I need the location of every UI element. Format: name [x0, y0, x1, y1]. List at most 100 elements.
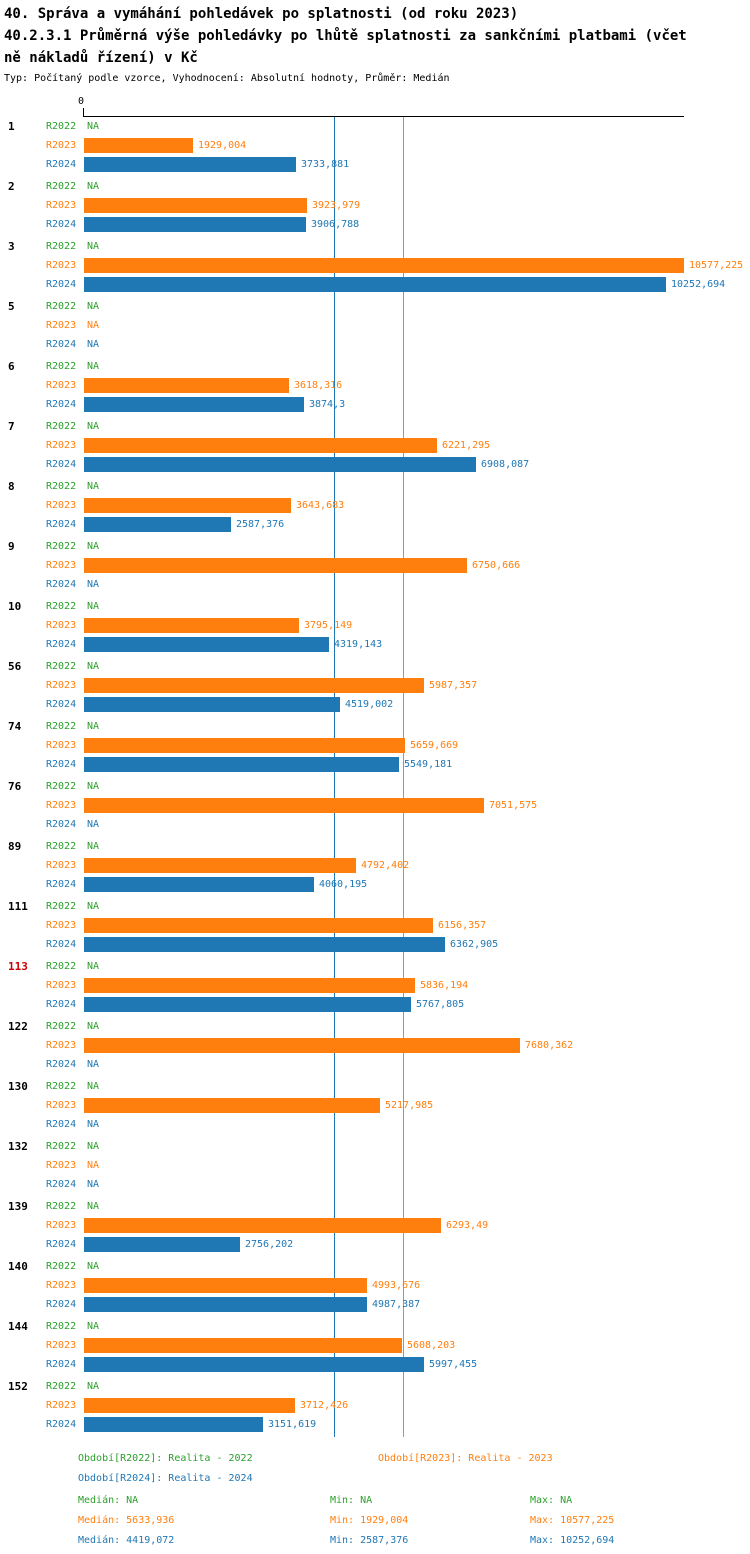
value-label: 4519,002: [345, 699, 394, 710]
value-label: NA: [87, 1321, 100, 1332]
bar-row-r2023: R2023 6156,357: [0, 916, 750, 935]
value-label: 3795,149: [304, 620, 353, 631]
bar-row-r2022: R2022 NA: [0, 1137, 750, 1156]
series-label: R2024: [46, 639, 77, 650]
series-label: R2024: [46, 519, 77, 530]
bar-row-r2022: R2022 NA: [0, 1077, 750, 1096]
bar-r2024: [84, 457, 476, 472]
bar-row-r2022: R2022 NA: [0, 1317, 750, 1336]
value-label: NA: [87, 1141, 100, 1152]
median-line-r2023: [403, 117, 404, 1437]
value-label: NA: [87, 541, 100, 552]
bar-r2023: [84, 1218, 441, 1233]
bar-row-r2023: R2023 3923,979: [0, 196, 750, 215]
chart-group-2: 2 R2022 NA R2023 3923,979 R2024 3906,788: [0, 177, 750, 237]
bar-r2024: [84, 1237, 240, 1252]
value-label: NA: [87, 361, 100, 372]
bar-row-r2024: R2024 6362,905: [0, 935, 750, 954]
value-label: NA: [87, 961, 100, 972]
value-label: 6908,087: [481, 459, 530, 470]
bar-r2023: [84, 798, 484, 813]
bar-r2024: [84, 517, 231, 532]
bar-row-r2022: R2022 NA: [0, 657, 750, 676]
value-label: 4319,143: [334, 639, 383, 650]
bar-row-r2022: R2022 NA: [0, 1017, 750, 1036]
value-label: 5987,357: [429, 680, 478, 691]
series-label: R2024: [46, 1059, 77, 1070]
value-label: 5549,181: [404, 759, 453, 770]
series-label: R2022: [46, 1021, 77, 1032]
value-label: NA: [87, 601, 100, 612]
series-label: R2022: [46, 541, 77, 552]
value-label: NA: [87, 781, 100, 792]
bar-row-r2024: R2024 2587,376: [0, 515, 750, 534]
value-label: NA: [87, 721, 100, 732]
bar-row-r2023: R2023 4993,676: [0, 1276, 750, 1295]
group-label: 3: [8, 240, 15, 253]
series-label: R2023: [46, 920, 77, 931]
value-label: 7680,362: [525, 1040, 574, 1051]
value-label: NA: [87, 1179, 100, 1190]
bar-row-r2022: R2022 NA: [0, 597, 750, 616]
series-label: R2022: [46, 121, 77, 132]
value-label: 6293,49: [446, 1220, 489, 1231]
value-label: NA: [87, 1201, 100, 1212]
series-label: R2022: [46, 781, 77, 792]
stat-max-r2023: Max: 10577,225: [530, 1515, 615, 1526]
series-label: R2023: [46, 1040, 77, 1051]
bar-row-r2024: R2024 NA: [0, 1175, 750, 1194]
value-label: 4993,676: [372, 1280, 421, 1291]
bar-r2024: [84, 997, 411, 1012]
group-label: 76: [8, 780, 22, 793]
series-label: R2024: [46, 999, 77, 1010]
group-label: 139: [8, 1200, 28, 1213]
value-label: 6750,666: [472, 560, 521, 571]
series-label: R2023: [46, 800, 77, 811]
chart-group-3: 3 R2022 NA R2023 10577,225 R2024 10252,694: [0, 237, 750, 297]
value-label: 5997,455: [429, 1359, 478, 1370]
bar-r2023: [84, 858, 356, 873]
bar-r2024: [84, 1357, 424, 1372]
bar-row-r2024: R2024 5549,181: [0, 755, 750, 774]
median-line-r2024: [334, 117, 335, 1437]
chart-group-111: 111 R2022 NA R2023 6156,357 R2024 6362,905: [0, 897, 750, 957]
stats-row-r2023: Medián: 5633,936 Min: 1929,004 Max: 1057…: [0, 1511, 750, 1531]
series-label: R2022: [46, 1381, 77, 1392]
series-label: R2022: [46, 1201, 77, 1212]
bar-row-r2022: R2022 NA: [0, 837, 750, 856]
series-label: R2022: [46, 661, 77, 672]
bar-r2024: [84, 397, 304, 412]
bar-row-r2023: R2023 5836,194: [0, 976, 750, 995]
series-label: R2023: [46, 1340, 77, 1351]
value-label: NA: [87, 481, 100, 492]
bar-row-r2023: R2023 7680,362: [0, 1036, 750, 1055]
bar-row-r2024: R2024 5997,455: [0, 1355, 750, 1374]
chart-group-56: 56 R2022 NA R2023 5987,357 R2024 4519,002: [0, 657, 750, 717]
series-label: R2023: [46, 860, 77, 871]
group-label: 56: [8, 660, 22, 673]
stat-median-r2023: Medián: 5633,936: [78, 1515, 175, 1526]
bar-r2023: [84, 258, 684, 273]
value-label: 10252,694: [671, 279, 726, 290]
value-label: 4792,402: [361, 860, 410, 871]
bar-row-r2023: R2023 6750,666: [0, 556, 750, 575]
value-label: 4987,387: [372, 1299, 421, 1310]
stats-row-r2022: Medián: NA Min: NA Max: NA: [0, 1491, 750, 1511]
bar-row-r2022: R2022 NA: [0, 957, 750, 976]
group-label: 2: [8, 180, 15, 193]
value-label: 4060,195: [319, 879, 368, 890]
chart-group-122: 122 R2022 NA R2023 7680,362 R2024 NA: [0, 1017, 750, 1077]
series-label: R2023: [46, 440, 77, 451]
value-label: NA: [87, 1160, 100, 1171]
stat-min-r2023: Min: 1929,004: [330, 1515, 409, 1526]
value-label: NA: [87, 320, 100, 331]
series-label: R2023: [46, 320, 77, 331]
series-label: R2023: [46, 680, 77, 691]
value-label: NA: [87, 339, 100, 350]
stat-min-r2024: Min: 2587,376: [330, 1535, 409, 1546]
bar-r2023: [84, 618, 299, 633]
chart-subtitle-line2: ně nákladů řízení) v Kč: [4, 50, 198, 66]
bar-row-r2022: R2022 NA: [0, 417, 750, 436]
bar-r2023: [84, 558, 467, 573]
group-label: 6: [8, 360, 15, 373]
